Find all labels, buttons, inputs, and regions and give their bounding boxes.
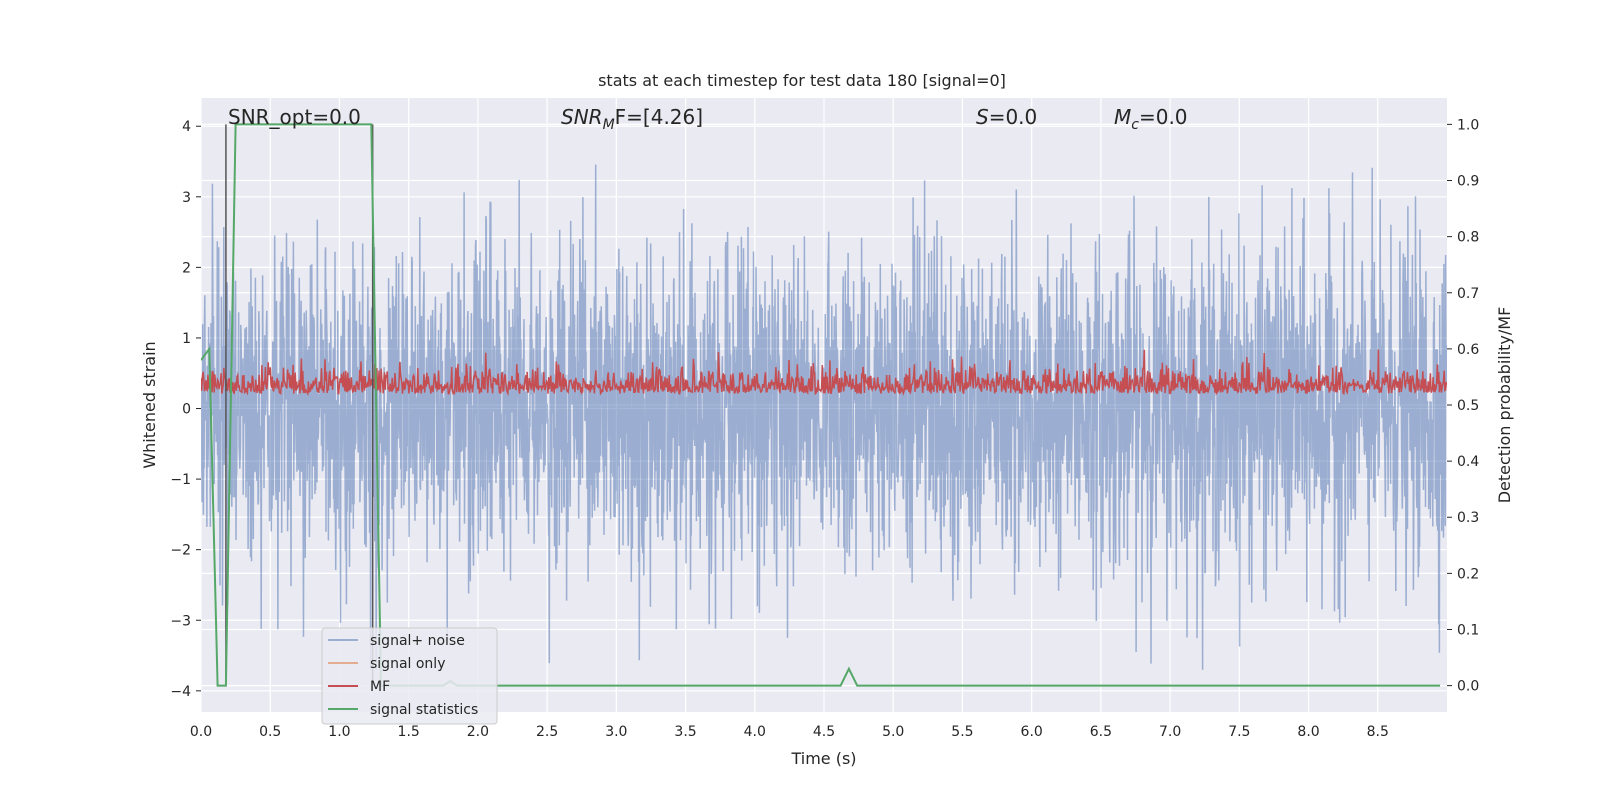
x-tick-label: 1.0	[328, 724, 350, 740]
x-tick-label: 3.5	[674, 724, 696, 740]
x-axis-label: Time (s)	[790, 749, 856, 768]
x-tick-label: 8.5	[1367, 724, 1389, 740]
y-tick-label: 1	[182, 331, 191, 347]
x-tick-label: 8.0	[1297, 724, 1319, 740]
annotation-mc-symbol: M	[1114, 105, 1131, 129]
annotation-s-symbol: S	[976, 105, 989, 129]
x-tick-label: 3.0	[605, 724, 627, 740]
y-right-tick-label: 0.4	[1457, 454, 1479, 470]
legend: signal+ noise signal only MF signal stat…	[321, 627, 498, 725]
legend-label-signal-statistics: signal statistics	[370, 702, 478, 718]
y-right-tick-label: 0.8	[1457, 230, 1479, 246]
x-tick-label: 6.0	[1021, 724, 1043, 740]
annotation-snr-mf-subscript: M	[603, 117, 615, 133]
legend-box	[321, 627, 498, 725]
annotation-mc: Mc=0.0	[1114, 105, 1188, 133]
x-tick-label: 1.5	[398, 724, 420, 740]
y-axis-label: Whitened strain	[140, 341, 159, 468]
y-tick-label: −1	[170, 472, 191, 488]
y-tick-label: −2	[170, 543, 191, 559]
annotation-mc-value: =0.0	[1139, 105, 1188, 129]
y-tick-label: 2	[182, 260, 191, 276]
y-right-axis-label: Detection probability/MF	[1495, 307, 1514, 504]
y-axis-ticks: 4 3 2 1 0 −1 −2 −3 −4	[170, 119, 201, 700]
x-tick-label: 2.0	[467, 724, 489, 740]
y-tick-label: 4	[182, 119, 191, 135]
y-right-tick-label: 0.3	[1457, 510, 1479, 526]
series-layer	[201, 123, 1447, 687]
legend-label-mf: MF	[370, 679, 390, 695]
y-right-tick-label: 0.7	[1457, 286, 1479, 302]
y-tick-label: −4	[170, 684, 191, 700]
y-right-tick-label: 0.0	[1457, 679, 1479, 695]
series-signal-noise	[201, 164, 1447, 670]
y-tick-label: 0	[182, 402, 191, 418]
annotation-s-value: =0.0	[989, 105, 1038, 129]
x-tick-label: 6.5	[1090, 724, 1112, 740]
chart-title: stats at each timestep for test data 180…	[598, 71, 1006, 90]
x-tick-label: 4.5	[813, 724, 835, 740]
annotation-mc-subscript: c	[1131, 117, 1139, 133]
x-tick-label: 0.0	[190, 724, 212, 740]
legend-label-signal-noise: signal+ noise	[370, 633, 465, 649]
y-right-tick-label: 0.6	[1457, 342, 1479, 358]
x-axis-ticks: 0.0 0.5 1.0 1.5 2.0 2.5 3.0 3.5 4.0 4.5 5.0 5.5 6.0 6…	[190, 724, 1389, 740]
y-right-tick-label: 0.9	[1457, 174, 1479, 190]
x-tick-label: 5.0	[882, 724, 904, 740]
y-right-tick-label: 0.5	[1457, 398, 1479, 414]
y-right-axis-ticks: 1.0 0.9 0.8 0.7 0.6 0.5 0.4 0.3 0.2 0.1 0.0	[1447, 117, 1479, 695]
x-tick-label: 0.5	[259, 724, 281, 740]
y-tick-label: −3	[170, 613, 191, 629]
x-tick-label: 2.5	[536, 724, 558, 740]
y-right-tick-label: 0.1	[1457, 622, 1479, 638]
y-right-tick-label: 0.2	[1457, 566, 1479, 582]
x-tick-label: 7.0	[1159, 724, 1181, 740]
x-tick-label: 4.0	[744, 724, 766, 740]
x-tick-label: 5.5	[951, 724, 973, 740]
annotation-snr-opt: SNR_opt=0.0	[228, 105, 361, 129]
annotation-snr-mf-value: F=[4.26]	[615, 105, 703, 129]
annotation-snr-mf: SNRMF=[4.26]	[561, 105, 703, 133]
legend-label-signal-only: signal only	[370, 656, 445, 672]
series-mf	[201, 349, 1447, 397]
annotation-s: S=0.0	[976, 105, 1037, 129]
y-right-tick-label: 1.0	[1457, 117, 1479, 133]
x-tick-label: 7.5	[1228, 724, 1250, 740]
y-tick-label: 3	[182, 190, 191, 206]
annotation-snr-mf-symbol: SNR	[561, 105, 603, 129]
